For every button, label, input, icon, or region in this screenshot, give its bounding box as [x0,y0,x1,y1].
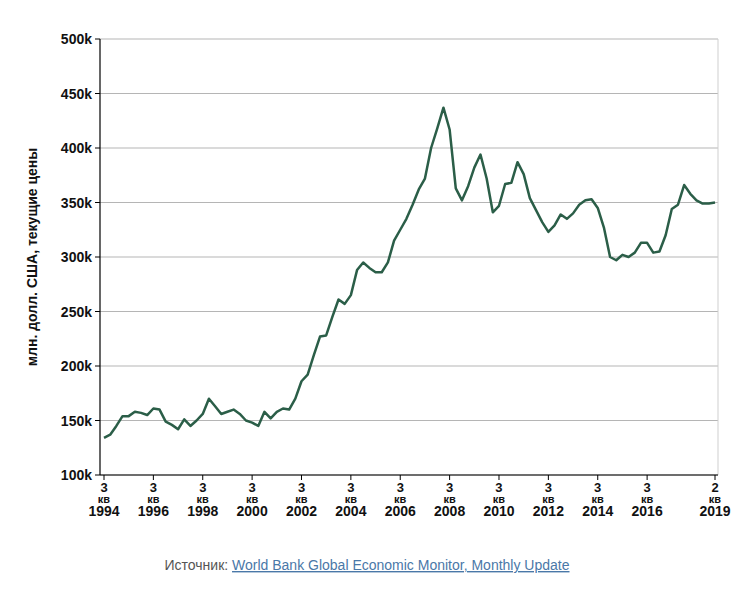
source-link[interactable]: World Bank Global Economic Monitor, Mont… [232,557,570,573]
y-tick [95,93,100,94]
x-tick-label: 3кв2008 [434,480,465,519]
y-tick [95,366,100,367]
grid-line [100,475,718,476]
x-tick-label: 2кв2019 [699,480,730,519]
x-tick-label: 3кв2006 [385,480,416,519]
y-tick-label: 250k [61,304,92,320]
y-tick [95,39,100,40]
y-tick-label: 350k [61,195,92,211]
chart: 100k 150k 200k 250k 300k 350k 400k 450k 500k 3кв1… [0,0,755,592]
y-tick [95,420,100,421]
grid-line [100,366,718,367]
x-tick-label: 3кв1998 [187,480,218,519]
x-tick-label: 3кв1996 [138,480,169,519]
x-tick-label: 3кв1994 [88,480,119,519]
grid-line [100,148,718,149]
x-axis [100,474,718,475]
y-tick [95,148,100,149]
x-tick-label: 3кв2010 [483,480,514,519]
source-prefix: Источник: [164,557,232,573]
x-tick-label: 3кв2004 [335,480,366,519]
x-tick-label: 3кв2012 [533,480,564,519]
y-tick-label: 100k [61,467,92,483]
y-tick [95,202,100,203]
source: Источник: World Bank Global Economic Mon… [164,557,569,573]
y-axis-label: млн. долл. США, текущие цены [24,148,40,367]
grid-line [100,311,718,312]
y-tick-label: 500k [61,31,92,47]
data-line [104,108,715,438]
plot-frame [718,39,719,475]
plot-area [104,108,715,438]
x-tick-label: 3кв2016 [632,480,663,519]
y-tick-label: 400k [61,140,92,156]
y-tick-label: 150k [61,413,92,429]
x-tick-label: 3кв2002 [286,480,317,519]
x-tick-label: 3кв2000 [237,480,268,519]
y-tick-label: 450k [61,86,92,102]
y-tick [95,257,100,258]
grid-line [100,93,718,94]
y-tick [95,475,100,476]
x-tick-label: 3кв2014 [582,480,613,519]
y-tick [95,311,100,312]
grid-line [100,420,718,421]
y-axis [99,39,100,475]
y-tick-label: 200k [61,358,92,374]
y-tick-label: 300k [61,249,92,265]
grid-line [100,39,718,40]
grid-line [100,202,718,203]
